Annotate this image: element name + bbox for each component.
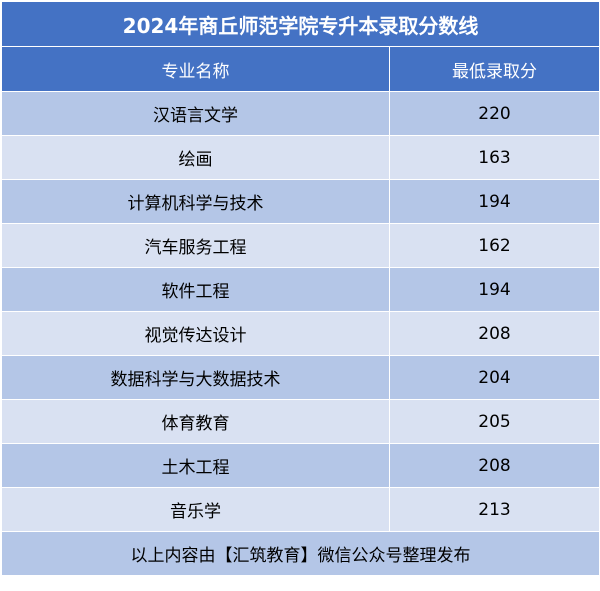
- table-row: 视觉传达设计 208: [1, 311, 600, 356]
- score-cell: 208: [388, 311, 600, 356]
- score-cell: 162: [388, 223, 600, 268]
- score-cell: 194: [388, 179, 600, 224]
- major-cell: 软件工程: [1, 267, 390, 312]
- table-row: 体育教育 205: [1, 399, 600, 444]
- table-row: 音乐学 213: [1, 487, 600, 532]
- major-cell: 汽车服务工程: [1, 223, 390, 268]
- footer-note: 以上内容由【汇筑教育】微信公众号整理发布: [0, 531, 600, 576]
- major-cell: 绘画: [1, 135, 390, 180]
- score-cell: 163: [388, 135, 600, 180]
- table-row: 土木工程 208: [1, 443, 600, 488]
- score-cell: 205: [388, 399, 600, 444]
- score-cell: 220: [388, 91, 600, 136]
- table-title: 2024年商丘师范学院专升本录取分数线: [0, 1, 600, 47]
- score-table: 2024年商丘师范学院专升本录取分数线 专业名称 最低录取分 汉语言文学 220…: [0, 1, 600, 576]
- major-cell: 数据科学与大数据技术: [1, 355, 390, 400]
- major-cell: 体育教育: [1, 399, 390, 444]
- table-row: 数据科学与大数据技术 204: [1, 355, 600, 400]
- table-row: 汉语言文学 220: [1, 91, 600, 136]
- major-cell: 计算机科学与技术: [1, 179, 390, 224]
- column-header-row: 专业名称 最低录取分: [1, 46, 600, 92]
- footer-row: 以上内容由【汇筑教育】微信公众号整理发布: [0, 531, 600, 576]
- major-cell: 汉语言文学: [1, 91, 390, 136]
- score-cell: 213: [388, 487, 600, 532]
- major-cell: 土木工程: [1, 443, 390, 488]
- score-cell: 208: [388, 443, 600, 488]
- major-cell: 视觉传达设计: [1, 311, 390, 356]
- major-cell: 音乐学: [1, 487, 390, 532]
- column-header-score: 最低录取分: [388, 46, 600, 92]
- table-row: 软件工程 194: [1, 267, 600, 312]
- table-row: 绘画 163: [1, 135, 600, 180]
- table-title-row: 2024年商丘师范学院专升本录取分数线: [0, 1, 600, 47]
- table-row: 汽车服务工程 162: [1, 223, 600, 268]
- score-cell: 204: [388, 355, 600, 400]
- score-cell: 194: [388, 267, 600, 312]
- column-header-major: 专业名称: [1, 46, 390, 92]
- table-row: 计算机科学与技术 194: [1, 179, 600, 224]
